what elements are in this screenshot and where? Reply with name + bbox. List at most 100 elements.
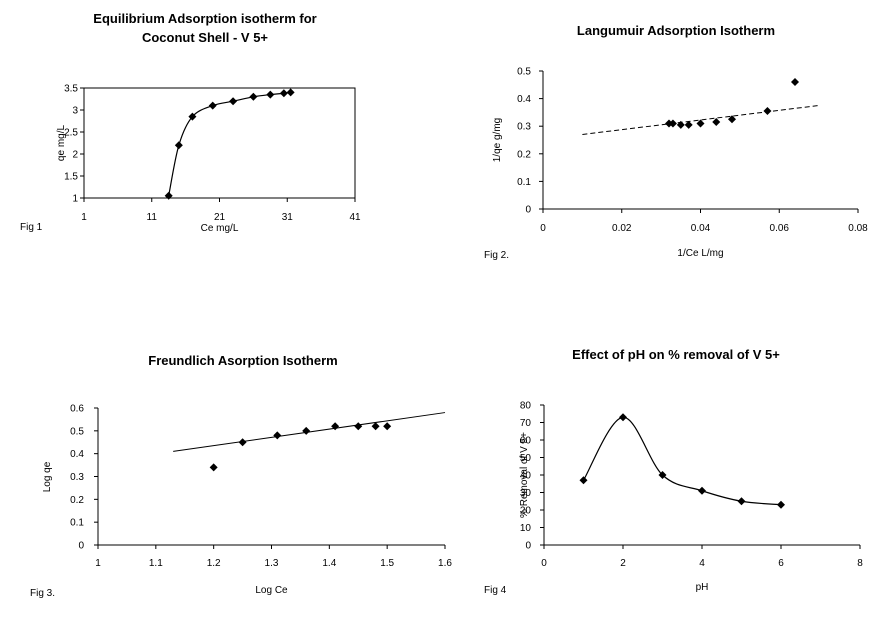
x-tick-label: 0.04 [691, 223, 711, 234]
y-tick-label: 2 [72, 150, 78, 161]
data-point-marker [676, 120, 685, 129]
x-tick-label: 0.06 [770, 223, 790, 234]
y-tick-label: 0 [78, 541, 84, 552]
figure-label: Fig 3. [30, 588, 55, 599]
data-point-marker [286, 88, 295, 97]
y-tick-label: 3 [72, 106, 78, 117]
data-point-marker [684, 120, 693, 129]
chart-title: Freundlich Asorption Isotherm [148, 353, 337, 368]
chart-title: Langumuir Adsorption Isotherm [577, 23, 775, 38]
data-point-marker [763, 107, 772, 116]
y-tick-label: 80 [520, 401, 532, 412]
x-tick-label: 1.5 [380, 558, 394, 569]
x-tick-label: 1.2 [207, 558, 221, 569]
y-tick-label: 20 [520, 506, 532, 517]
x-tick-label: 8 [857, 558, 863, 569]
data-point-marker [331, 422, 340, 431]
y-tick-label: 0.2 [70, 495, 84, 506]
data-point-marker [266, 90, 275, 99]
data-point-marker [188, 112, 197, 121]
figure-label: Fig 2. [484, 250, 509, 261]
data-point-marker [208, 101, 217, 110]
data-point-marker [658, 471, 667, 479]
y-axis-label: 1/qe g/mg [492, 118, 503, 162]
y-tick-label: 1 [72, 194, 78, 205]
data-point-marker [737, 497, 746, 506]
data-point-marker [164, 191, 173, 200]
data-point-marker [229, 97, 238, 106]
data-point-marker [698, 486, 706, 495]
x-tick-label: 0.08 [848, 223, 868, 234]
x-tick-label: 21 [214, 212, 226, 223]
y-tick-label: 30 [520, 488, 532, 499]
x-tick-label: 4 [699, 558, 705, 569]
data-point-marker [791, 78, 799, 87]
data-point-marker [249, 92, 258, 101]
data-point-marker [371, 422, 380, 431]
x-tick-label: 1 [81, 212, 87, 223]
y-tick-label: 0.2 [517, 149, 531, 160]
chart-title: Coconut Shell - V 5+ [142, 30, 268, 45]
series-line [168, 91, 291, 196]
y-tick-label: 0 [525, 541, 531, 552]
y-tick-label: 0.5 [517, 67, 531, 78]
y-tick-label: 0.4 [70, 449, 84, 460]
data-point-marker [279, 89, 288, 98]
trendline [173, 412, 446, 452]
data-point-marker [668, 119, 677, 128]
data-point-marker [174, 141, 183, 150]
y-tick-label: 1.5 [64, 172, 78, 183]
series-line [582, 416, 782, 506]
x-tick-label: 1.1 [149, 558, 163, 569]
x-tick-label: 11 [147, 212, 158, 223]
y-tick-label: 70 [520, 418, 532, 429]
x-axis-label: pH [696, 582, 709, 593]
chart-2: Langumuir Adsorption Isotherm 0 0.1 0.2 0.3 0… [484, 23, 868, 261]
y-tick-label: 0.5 [70, 426, 84, 437]
y-tick-label: 40 [520, 471, 532, 482]
chart-title: Equilibrium Adsorption isotherm for [93, 11, 316, 26]
y-tick-label: 0.6 [70, 404, 84, 415]
x-tick-label: 41 [349, 212, 361, 223]
x-axis-label: Log Ce [255, 585, 288, 596]
data-point-marker [712, 118, 721, 127]
y-axis-label: qe mg/L [56, 124, 67, 161]
y-tick-label: 0.3 [517, 122, 531, 133]
x-tick-label: 0 [540, 223, 546, 234]
x-tick-label: 2 [620, 558, 626, 569]
x-tick-label: 6 [778, 558, 784, 569]
x-tick-label: 1 [95, 558, 101, 569]
data-point-marker [728, 115, 736, 124]
y-tick-label: 0.4 [517, 94, 531, 105]
y-tick-label: 2.5 [64, 128, 78, 139]
data-point-marker [238, 438, 247, 447]
chart-title: Effect of pH on % removal of V 5+ [572, 347, 780, 362]
y-axis-label: % Removal of V 5+ [519, 432, 530, 518]
x-tick-label: 1.6 [438, 558, 452, 569]
x-tick-label: 0.02 [612, 223, 632, 234]
y-tick-label: 0 [525, 205, 531, 216]
figure-label: Fig 1 [20, 222, 43, 233]
chart-3: Freundlich Asorption Isotherm 0 0.1 0.2 0.3 0… [30, 353, 452, 599]
x-axis-label: 1/Ce L/mg [677, 248, 723, 259]
data-point-marker [302, 426, 311, 435]
data-point-marker [383, 422, 392, 431]
data-point-marker [696, 119, 705, 128]
y-tick-label: 50 [520, 453, 532, 464]
y-axis-label: Log qe [42, 461, 53, 492]
data-point-marker [354, 422, 363, 431]
y-tick-label: 0.1 [70, 518, 84, 529]
figure-label: Fig 4 [484, 585, 507, 596]
y-tick-label: 0.1 [517, 177, 531, 188]
y-tick-label: 0.3 [70, 472, 84, 483]
x-tick-label: 1.4 [322, 558, 336, 569]
data-point-marker [619, 413, 627, 422]
x-tick-label: 31 [282, 212, 294, 223]
x-tick-label: 0 [541, 558, 547, 569]
data-point-marker [209, 463, 218, 472]
y-tick-label: 60 [520, 436, 532, 447]
chart-4: Effect of pH on % removal of V 5+0102030… [484, 347, 863, 596]
y-tick-label: 3.5 [64, 84, 78, 95]
data-point-marker [777, 500, 785, 509]
